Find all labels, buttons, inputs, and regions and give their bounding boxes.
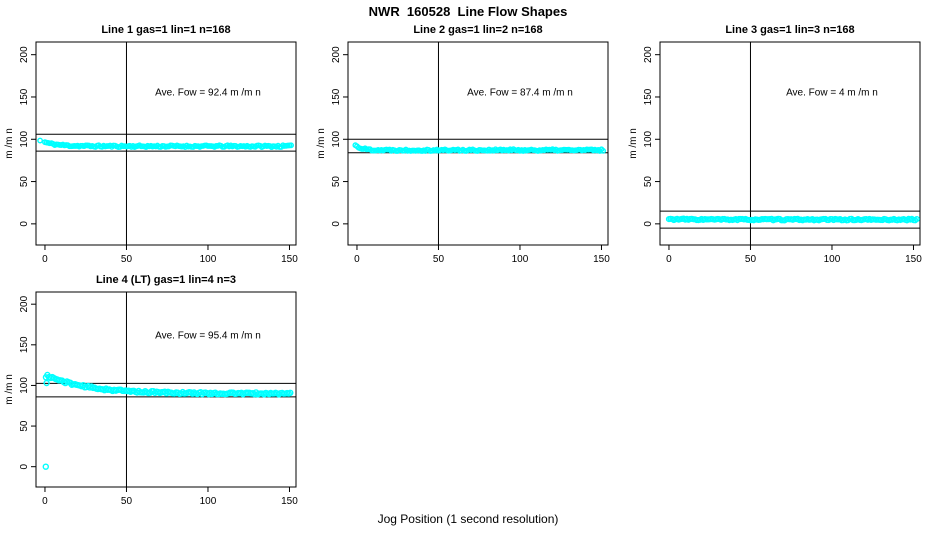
- y-tick-label: 50: [331, 176, 342, 188]
- x-tick-label: 150: [905, 254, 922, 265]
- x-tick-label: 100: [512, 254, 529, 265]
- y-tick-label: 150: [19, 336, 30, 353]
- y-tick-label: 150: [643, 88, 654, 105]
- panel-title: Line 2 gas=1 lin=2 n=168: [413, 24, 542, 36]
- y-tick-label: 0: [643, 221, 654, 227]
- plot-box: [35, 41, 297, 246]
- x-tick-label: 100: [200, 496, 217, 507]
- y-tick-label: 50: [19, 420, 30, 432]
- data-point-outlier: [42, 374, 50, 381]
- x-tick-label: 100: [200, 254, 217, 265]
- y-tick-label: 200: [19, 295, 30, 312]
- y-axis-label: m /m n: [316, 128, 327, 159]
- data-points: [352, 142, 607, 154]
- panel-title: Line 4 (LT) gas=1 lin=4 n=3: [96, 274, 236, 286]
- ave-flow-annotation: Ave. Fow = 87.4 m /m n: [467, 87, 573, 98]
- data-point: [287, 389, 294, 397]
- x-tick-label: 50: [745, 254, 757, 265]
- x-tick-label: 50: [121, 254, 133, 265]
- y-tick-label: 200: [331, 46, 342, 63]
- figure-title: NWR 160528 Line Flow Shapes: [368, 4, 568, 19]
- data-point-outlier: [43, 379, 50, 387]
- plot-canvas-2: Line 2 gas=1 lin=2 n=168 0 50 100 150 0 50 100 1…: [316, 24, 610, 265]
- panel-title: Line 1 gas=1 lin=1 n=168: [101, 24, 230, 36]
- x-tick-label: 50: [121, 496, 133, 507]
- y-tick-label: 0: [331, 221, 342, 227]
- y-tick-label: 100: [19, 130, 30, 147]
- subplot-line-1: Line 1 gas=1 lin=1 n=168 0 50 100 150 0 50 100 1…: [0, 20, 312, 270]
- plot-box: [659, 41, 921, 246]
- x-tick-label: 150: [593, 254, 610, 265]
- data-point: [913, 215, 920, 223]
- plot-canvas-4: Line 4 (LT) gas=1 lin=4 n=3 0 50 100 150 0 50 1…: [4, 274, 298, 507]
- x-tick-label: 150: [281, 496, 298, 507]
- y-axis-label: m /m n: [4, 128, 15, 159]
- y-tick-label: 150: [19, 88, 30, 105]
- plot-canvas-1: Line 1 gas=1 lin=1 n=168 0 50 100 150 0 50 100 1…: [4, 24, 298, 265]
- panel-title: Line 3 gas=1 lin=3 n=168: [725, 24, 854, 36]
- y-tick-label: 50: [643, 176, 654, 188]
- y-tick-label: 0: [19, 463, 30, 469]
- y-tick-label: 100: [19, 377, 30, 394]
- y-axis-label: m /m n: [4, 374, 15, 405]
- y-tick-label: 50: [19, 176, 30, 188]
- plot-box: [347, 41, 609, 246]
- data-points: [42, 371, 294, 470]
- y-tick-label: 200: [643, 46, 654, 63]
- ave-flow-annotation: Ave. Fow = 95.4 m /m n: [155, 330, 261, 341]
- x-tick-label: 0: [666, 254, 672, 265]
- x-tick-label: 0: [42, 254, 48, 265]
- data-points: [37, 137, 295, 151]
- subplot-line-2: Line 2 gas=1 lin=2 n=168 0 50 100 150 0 50 100 1…: [312, 20, 624, 270]
- subplot-line-3: Line 3 gas=1 lin=3 n=168 0 50 100 150 0 50 100 1…: [624, 20, 936, 270]
- plot-canvas-3: Line 3 gas=1 lin=3 n=168 0 50 100 150 0 50 100 1…: [628, 24, 922, 265]
- y-tick-label: 150: [331, 88, 342, 105]
- plot-box: [35, 291, 297, 488]
- ave-flow-annotation: Ave. Fow = 4 m /m n: [786, 87, 878, 98]
- y-axis-label: m /m n: [628, 128, 639, 159]
- data-point-outlier: [37, 137, 43, 144]
- x-tick-label: 150: [281, 254, 298, 265]
- data-point: [288, 142, 295, 149]
- x-tick-label: 50: [433, 254, 445, 265]
- data-point-outlier: [42, 463, 49, 470]
- x-tick-label: 0: [354, 254, 360, 265]
- subplot-line-4: Line 4 (LT) gas=1 lin=4 n=3 0 50 100 150 0 50 1…: [0, 270, 312, 520]
- data-points: [665, 215, 920, 224]
- x-tick-label: 100: [824, 254, 841, 265]
- data-point-outlier: [352, 142, 359, 149]
- x-tick-label: 0: [42, 496, 48, 507]
- y-tick-label: 200: [19, 46, 30, 63]
- x-axis-label: Jog Position (1 second resolution): [377, 512, 559, 526]
- y-tick-label: 100: [643, 130, 654, 147]
- ave-flow-annotation: Ave. Fow = 92.4 m /m n: [155, 87, 261, 98]
- y-tick-label: 0: [19, 221, 30, 227]
- y-tick-label: 100: [331, 130, 342, 147]
- data-point: [600, 147, 607, 154]
